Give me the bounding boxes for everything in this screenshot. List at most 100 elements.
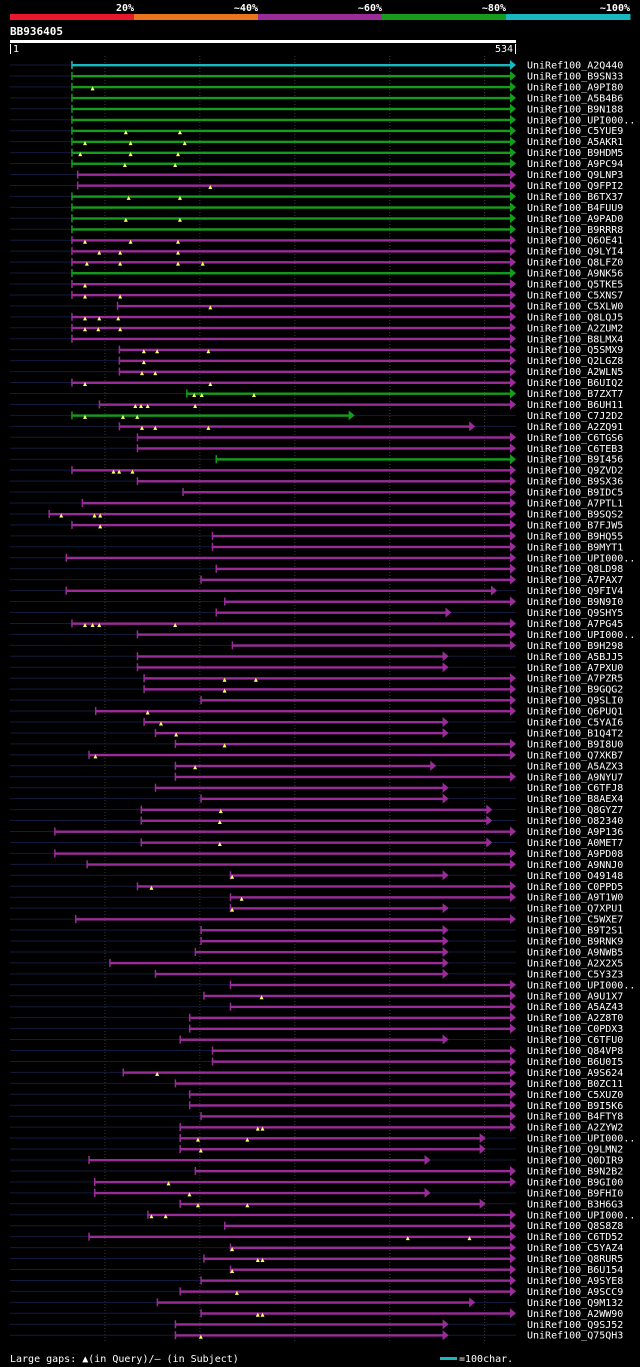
hit-row[interactable]: UniRef100_A9PI80 [10,81,623,94]
hit-label[interactable]: UniRef100_C6TD52 [527,1232,623,1243]
hit-label[interactable]: UniRef100_B7ZXT7 [527,389,623,400]
hit-label[interactable]: UniRef100_A7PAX7 [527,575,623,586]
hit-label[interactable]: UniRef100_A9T1W0 [527,893,623,904]
hit-row[interactable]: UniRef100_B4FUU9 [10,202,623,214]
hit-row[interactable]: UniRef100_UPI000.. [10,114,635,127]
hit-label[interactable]: UniRef100_B8AEX4 [527,794,623,805]
hit-label[interactable]: UniRef100_B9N9I0 [527,597,623,608]
hit-row[interactable]: UniRef100_B9N2B2 [10,1165,623,1178]
hit-row[interactable]: UniRef100_C5YAI6 [10,717,623,729]
hit-label[interactable]: UniRef100_A9S624 [527,1068,623,1079]
hit-row[interactable]: UniRef100_Q9M132 [10,1297,623,1309]
hit-row[interactable]: UniRef100_A5AZ43 [10,1001,623,1014]
hit-label[interactable]: UniRef100_B9T2S1 [527,926,623,937]
hit-row[interactable]: UniRef100_A5B4B6 [10,92,623,105]
hit-row[interactable]: UniRef100_A9U1X7 [10,990,623,1003]
hit-row[interactable]: UniRef100_A2Q440 [10,60,623,72]
hit-label[interactable]: UniRef100_A9NWB5 [527,947,623,958]
hit-label[interactable]: UniRef100_A9SYE8 [527,1276,623,1287]
hit-row[interactable]: UniRef100_C6TGS6 [10,432,623,444]
hit-row[interactable]: UniRef100_B9I456 [10,454,623,466]
hit-row[interactable]: UniRef100_B4FTY8 [10,1111,623,1123]
hit-row[interactable]: UniRef100_A9PC94 [10,158,623,171]
hit-label[interactable]: UniRef100_B9HQ55 [527,531,623,542]
hit-label[interactable]: UniRef100_Q0DIR9 [527,1156,623,1167]
hit-label[interactable]: UniRef100_A9NYU7 [527,772,623,783]
hit-row[interactable]: UniRef100_A5BJJ5 [10,651,623,663]
hit-label[interactable]: UniRef100_B6TX37 [527,192,623,203]
hit-label[interactable]: UniRef100_Q84VP8 [527,1046,623,1057]
hit-row[interactable]: UniRef100_C5XLW0 [10,300,623,313]
hit-label[interactable]: UniRef100_C6TGS6 [527,433,623,444]
hit-label[interactable]: UniRef100_C0PDX3 [527,1024,623,1035]
hit-label[interactable]: UniRef100_Q9FIV4 [527,586,623,597]
hit-label[interactable]: UniRef100_Q8LQJ5 [527,312,623,323]
hit-row[interactable]: UniRef100_B0ZC11 [10,1078,623,1090]
hit-label[interactable]: UniRef100_Q9SLI0 [527,696,623,707]
hit-row[interactable]: UniRef100_Q9SJ52 [10,1319,623,1331]
hit-row[interactable]: UniRef100_Q8LD98 [10,563,623,576]
hit-row[interactable]: UniRef100_C5XNS7 [10,289,623,302]
hit-label[interactable]: UniRef100_B9RNK9 [527,937,623,948]
hit-label[interactable]: UniRef100_Q75QH3 [527,1331,623,1342]
hit-label[interactable]: UniRef100_A7PTL1 [527,499,623,510]
hit-label[interactable]: UniRef100_B6UH11 [527,400,623,411]
hit-label[interactable]: UniRef100_B8LMX4 [527,334,623,345]
hit-row[interactable]: UniRef100_B9MYT1 [10,541,623,554]
hit-label[interactable]: UniRef100_B7FJW5 [527,520,623,531]
hit-label[interactable]: UniRef100_A2WLN5 [527,367,623,378]
hit-row[interactable]: UniRef100_B9RRR8 [10,224,623,236]
hit-row[interactable]: UniRef100_B6U0I5 [10,1056,623,1068]
hit-row[interactable]: UniRef100_A9S624 [10,1067,623,1079]
hit-label[interactable]: UniRef100_UPI000.. [527,553,635,564]
hit-label[interactable]: UniRef100_B9N2B2 [527,1166,623,1177]
hit-label[interactable]: UniRef100_Q9FPI2 [527,181,623,192]
hit-label[interactable]: UniRef100_A7PG45 [527,619,623,630]
hit-label[interactable]: UniRef100_C5XNS7 [527,290,623,301]
hit-row[interactable]: UniRef100_A7PXU0 [10,662,623,674]
hit-row[interactable]: UniRef100_C6TFU0 [10,1034,623,1047]
hit-label[interactable]: UniRef100_A9NNJ0 [527,860,623,871]
hit-label[interactable]: UniRef100_C5XLW0 [527,301,623,312]
hit-row[interactable]: UniRef100_Q7XPU1 [10,903,623,915]
hit-label[interactable]: UniRef100_C7J2D2 [527,411,623,422]
hit-row[interactable]: UniRef100_O82340 [10,815,623,828]
hit-row[interactable]: UniRef100_Q5SMX9 [10,344,623,357]
hit-label[interactable]: UniRef100_C6TFJ8 [527,783,623,794]
hit-row[interactable]: UniRef100_UPI000.. [10,1209,635,1222]
hit-label[interactable]: UniRef100_A2Q440 [527,61,623,72]
hit-row[interactable]: UniRef100_UPI000.. [10,629,635,641]
hit-label[interactable]: UniRef100_B1Q4T2 [527,728,623,739]
hit-label[interactable]: UniRef100_C5YUE9 [527,126,623,137]
hit-label[interactable]: UniRef100_A9U1X7 [527,991,623,1002]
hit-label[interactable]: UniRef100_B9GQG2 [527,685,623,696]
hit-label[interactable]: UniRef100_A0MET7 [527,838,623,849]
hit-label[interactable]: UniRef100_A2ZQ91 [527,422,623,433]
hit-label[interactable]: UniRef100_B9IDC5 [527,488,623,499]
hit-row[interactable]: UniRef100_Q9SHY5 [10,607,623,620]
hit-row[interactable]: UniRef100_B9GQG2 [10,684,623,696]
hit-row[interactable]: UniRef100_Q7XKB7 [10,749,623,762]
hit-label[interactable]: UniRef100_A9P136 [527,827,623,838]
hit-label[interactable]: UniRef100_A5B4B6 [527,93,623,104]
hit-label[interactable]: UniRef100_B0ZC11 [527,1079,623,1090]
hit-row[interactable]: UniRef100_B9H298 [10,640,623,652]
hit-row[interactable]: UniRef100_B8LMX4 [10,333,623,346]
hit-row[interactable]: UniRef100_C6TEB3 [10,443,623,455]
hit-label[interactable]: UniRef100_B9I8U0 [527,739,623,750]
hit-label[interactable]: UniRef100_A5BJJ5 [527,652,623,663]
hit-row[interactable]: UniRef100_A5AZX3 [10,760,623,773]
hit-row[interactable]: UniRef100_A5AKR1 [10,136,623,149]
hit-row[interactable]: UniRef100_A9T1W0 [10,892,623,904]
hit-row[interactable]: UniRef100_C5Y3Z3 [10,968,623,981]
hit-label[interactable]: UniRef100_Q6OE41 [527,236,623,247]
hit-row[interactable]: UniRef100_Q8S8Z8 [10,1220,623,1233]
hit-label[interactable]: UniRef100_C5YAZ4 [527,1243,623,1254]
hit-row[interactable]: UniRef100_B6UH11 [10,399,623,411]
hit-row[interactable]: UniRef100_Q8LFZ0 [10,257,623,269]
hit-row[interactable]: UniRef100_A2ZQ91 [10,421,623,433]
hit-row[interactable]: UniRef100_Q9LYI4 [10,246,623,258]
hit-row[interactable]: UniRef100_A9P136 [10,826,623,839]
hit-label[interactable]: UniRef100_UPI000.. [527,1134,635,1145]
hit-row[interactable]: UniRef100_C6TFJ8 [10,782,623,795]
